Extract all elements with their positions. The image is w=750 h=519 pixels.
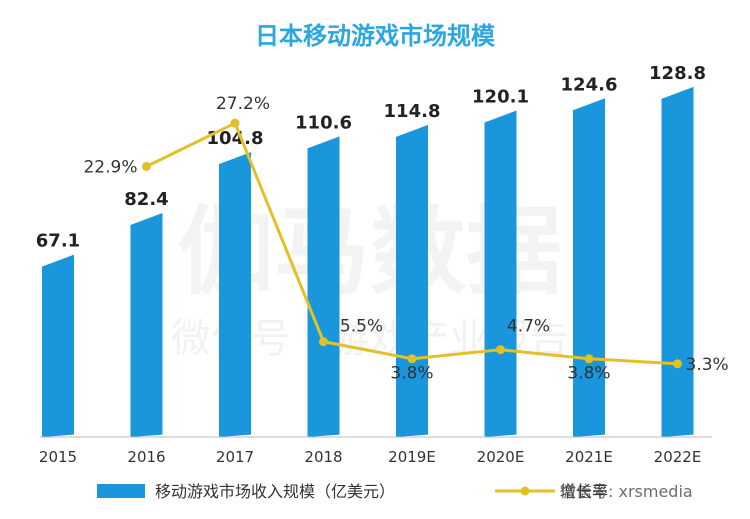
bar-2021E <box>573 98 605 438</box>
growth-value-label: 3.8% <box>567 364 610 384</box>
bar-2015 <box>42 254 74 437</box>
x-tick-label: 2018 <box>304 448 342 466</box>
bar-value-label: 110.6 <box>295 112 352 133</box>
line-labels: 22.9% 27.2% 5.5% 3.8% 4.7% 3.8% 3.3% <box>83 94 728 384</box>
bar-2017 <box>219 152 251 438</box>
bar-value-label: 67.1 <box>36 231 80 252</box>
x-tick-label: 2015 <box>39 448 77 466</box>
bar-labels: 67.1 82.4 104.8 110.6 114.8 120.1 124.6 128.8 <box>36 63 706 252</box>
bar-2020E <box>484 110 517 438</box>
wechat-watermark: 微信号: xrsmedia <box>560 482 693 501</box>
x-tick-label: 2016 <box>127 448 165 466</box>
bar-2018 <box>307 136 340 437</box>
growth-point <box>142 161 151 171</box>
legend-swatch-bar <box>97 484 145 498</box>
growth-value-label: 3.3% <box>686 355 729 375</box>
growth-point <box>584 354 594 364</box>
line-series <box>142 118 682 369</box>
x-tick-label: 2021E <box>565 448 613 466</box>
bar-value-label: 114.8 <box>384 101 441 122</box>
bar-2016 <box>130 212 163 437</box>
growth-value-label: 4.7% <box>507 317 550 337</box>
bar-value-label: 128.8 <box>649 63 706 84</box>
x-tick-label: 2019E <box>388 448 436 466</box>
legend-label-bar: 移动游戏市场收入规模（亿美元） <box>155 482 395 501</box>
bar-2022E <box>661 86 694 438</box>
x-axis-ticks: 2015 2016 2017 2018 2019E 2020E 2021E 2022E <box>39 448 701 466</box>
bar-series <box>42 86 694 438</box>
growth-point <box>230 118 240 128</box>
bar-value-label: 120.1 <box>472 87 529 108</box>
x-tick-label: 2017 <box>216 448 254 466</box>
bar-value-label: 82.4 <box>124 189 168 210</box>
legend-label-line: 增长率 <box>560 482 608 501</box>
growth-point <box>673 359 682 369</box>
growth-value-label: 27.2% <box>216 94 270 114</box>
bar-2019E <box>396 124 428 438</box>
growth-point <box>496 345 505 355</box>
bar-value-label: 104.8 <box>207 128 264 149</box>
bar-value-label: 124.6 <box>561 74 618 95</box>
growth-point <box>319 337 328 347</box>
legend: 移动游戏市场收入规模（亿美元） 增长率 <box>97 482 608 501</box>
legend-swatch-dot <box>520 486 530 496</box>
growth-value-label: 5.5% <box>340 317 383 337</box>
x-tick-label: 2022E <box>654 448 702 466</box>
chart-title: 日本移动游戏市场规模 <box>255 22 496 50</box>
growth-value-label: 3.8% <box>390 364 433 384</box>
growth-point <box>407 354 417 364</box>
growth-value-label: 22.9% <box>83 157 137 177</box>
x-tick-label: 2020E <box>477 448 525 466</box>
